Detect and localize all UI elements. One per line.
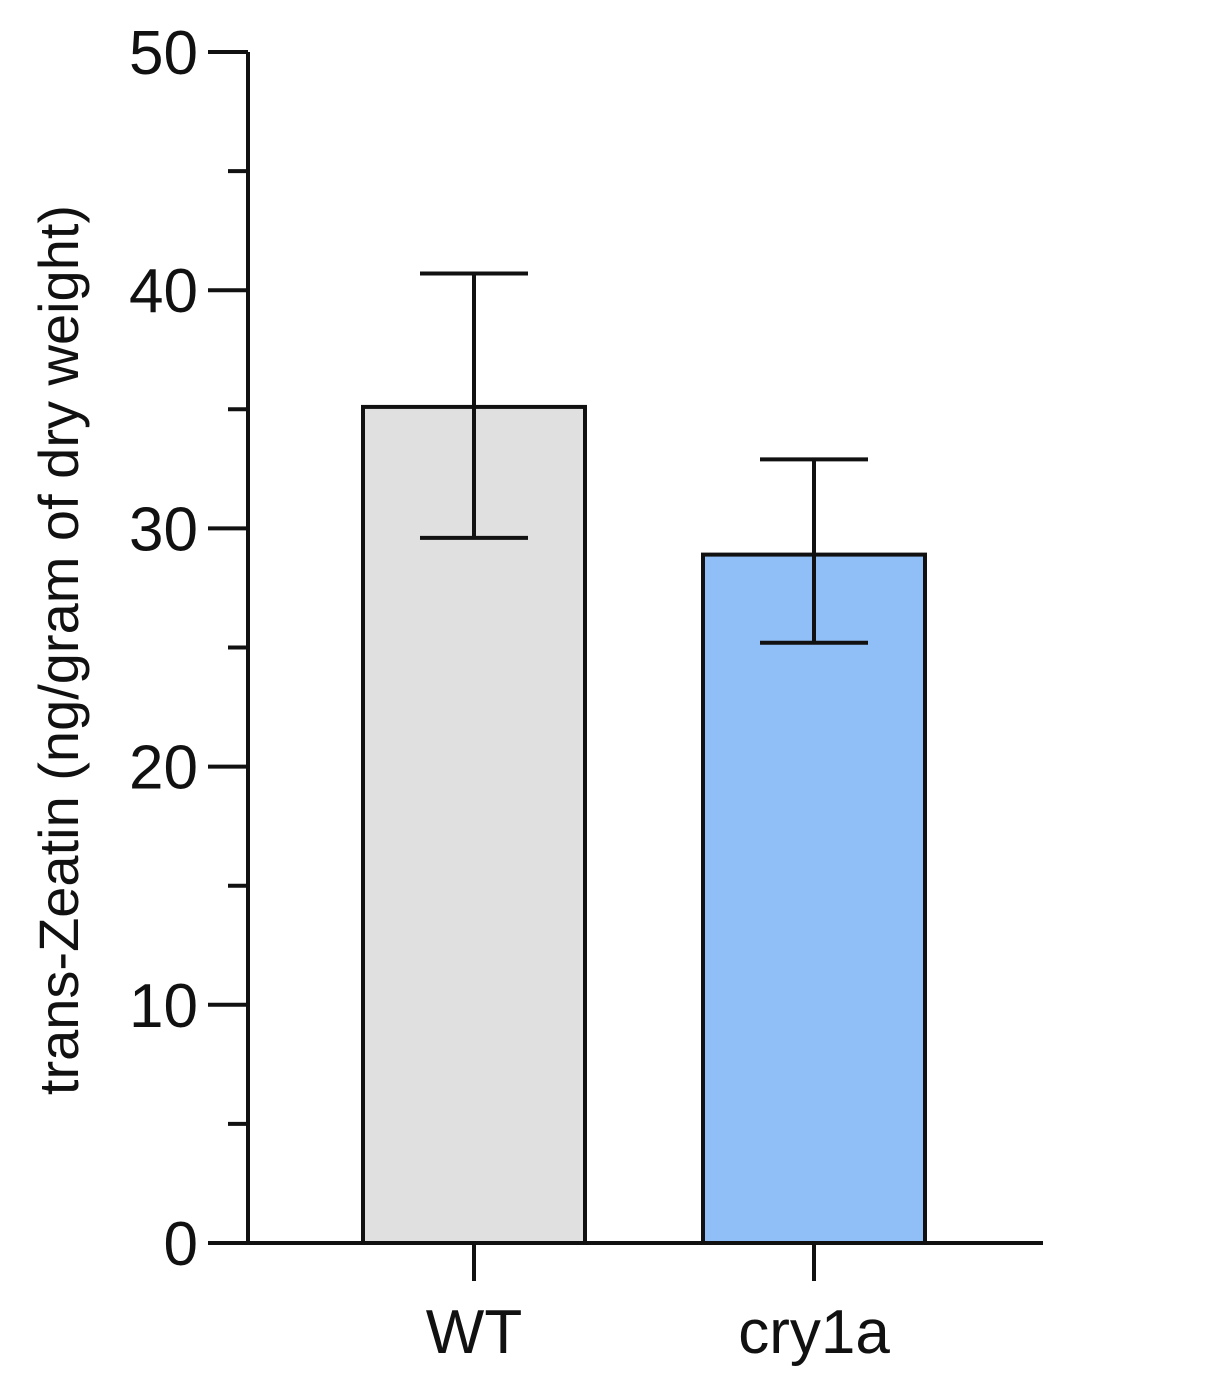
y-tick-label: 40 <box>129 257 198 326</box>
bars <box>361 404 927 1245</box>
x-tick-label: cry1a <box>738 1298 890 1367</box>
y-tick-label: 10 <box>129 972 198 1041</box>
bar-wt <box>361 404 587 1245</box>
y-tick-label: 30 <box>129 495 198 564</box>
y-axis-title: trans-Zeatin (ng/gram of dry weight) <box>27 205 90 1095</box>
error-bars <box>420 271 868 645</box>
y-axis-ticks: 0 10 20 30 40 50 <box>129 19 248 1279</box>
y-tick-label: 50 <box>129 19 198 88</box>
x-tick-label: WT <box>426 1298 522 1367</box>
x-axis-ticks: WT cry1a <box>426 1243 890 1367</box>
y-tick-label: 20 <box>129 734 198 803</box>
y-tick-label: 0 <box>164 1210 198 1279</box>
bar-cry1a <box>701 552 927 1245</box>
